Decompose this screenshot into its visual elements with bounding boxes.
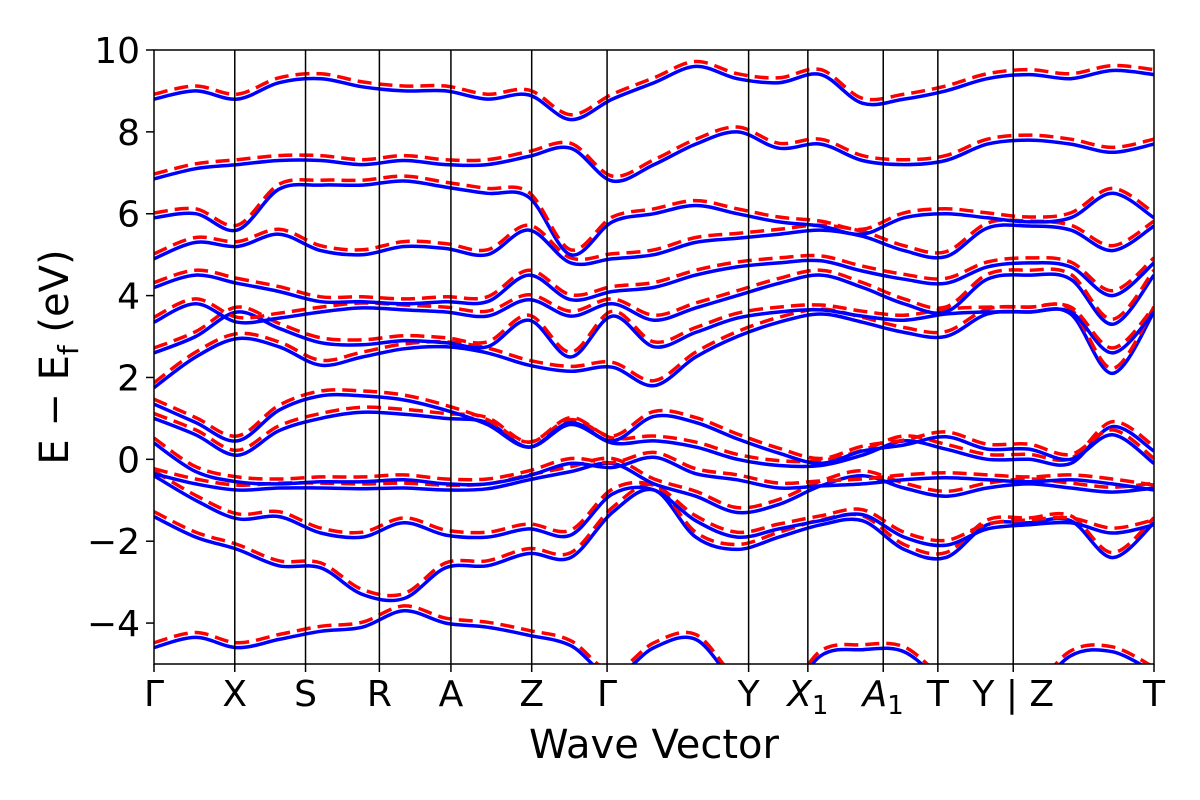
band-line-solid (154, 461, 1154, 515)
y-tick-label: 6 (117, 195, 140, 236)
band-line-solid (154, 392, 1154, 466)
band-line-dashed (154, 388, 1154, 461)
x-tick-label: X (222, 674, 247, 715)
band-line-dashed (154, 482, 1154, 598)
band-line-solid (154, 474, 1154, 548)
band-line-dashed (154, 604, 1152, 664)
x-tick-label: Γ (597, 674, 617, 715)
y-tick-label: −2 (87, 522, 140, 563)
y-tick-label: 8 (117, 113, 140, 154)
x-tick-label: Y (737, 674, 761, 715)
band-line-solid (154, 223, 1154, 267)
band-line-dashed (154, 405, 1154, 464)
band-line-dashed (154, 267, 1154, 322)
high-symmetry-lines (234, 50, 1014, 664)
y-axis-title-subscript: f (52, 344, 85, 355)
band-line-solid (154, 307, 1154, 359)
x-tick-label: A (439, 674, 464, 715)
band-line-solid (154, 410, 1154, 469)
band-line-dashed (154, 302, 1154, 385)
y-tick-label: 4 (117, 277, 140, 318)
x-tick-label: T (926, 674, 950, 715)
band-line-dashed (154, 174, 1154, 252)
band-line-solid (154, 272, 1154, 327)
x-tick-label: Γ (144, 674, 164, 715)
band-line-dashed (154, 253, 1154, 301)
band-line-solid (154, 441, 1154, 492)
band-line-dashed (154, 436, 1154, 487)
y-axis-title-unit: (eV) (32, 249, 78, 345)
x-axis-ticks: Γ X S R A Z Γ Y X1 A1 T Y | Z T (144, 664, 1166, 721)
plot-frame (153, 49, 1155, 665)
x-tick-label: T (1142, 674, 1166, 715)
y-axis-title: E − Ef (eV) (32, 249, 85, 464)
band-line-dashed (154, 469, 1154, 543)
x-tick-label: Y | Z (971, 674, 1054, 715)
band-line-solid (154, 487, 1154, 603)
band-line-solid (154, 609, 1144, 664)
band-line-solid (154, 130, 1154, 184)
y-tick-label: 0 (117, 440, 140, 481)
x-tick-label: X1 (785, 674, 828, 721)
x-tick-label: R (367, 674, 392, 715)
x-tick-label: Z (519, 674, 544, 715)
x-tick-label: A1 (861, 674, 904, 721)
band-line-dashed (154, 125, 1154, 179)
y-tick-label: −4 (87, 604, 140, 645)
x-tick-label: S (294, 674, 317, 715)
band-lines (154, 59, 1154, 664)
band-line-solid (154, 64, 1154, 122)
y-axis-ticks: −4 −2 0 2 4 6 8 10 (87, 31, 154, 645)
band-line-dashed (154, 218, 1154, 262)
y-axis-title-main: E − E (32, 355, 78, 465)
band-line-solid (154, 258, 1154, 306)
y-tick-label: 2 (117, 358, 140, 399)
x-axis-title: Wave Vector (529, 722, 780, 768)
band-line-dashed (154, 59, 1154, 117)
y-tick-label: 10 (94, 31, 140, 72)
band-line-solid (154, 179, 1154, 257)
band-line-dashed (154, 302, 1154, 354)
